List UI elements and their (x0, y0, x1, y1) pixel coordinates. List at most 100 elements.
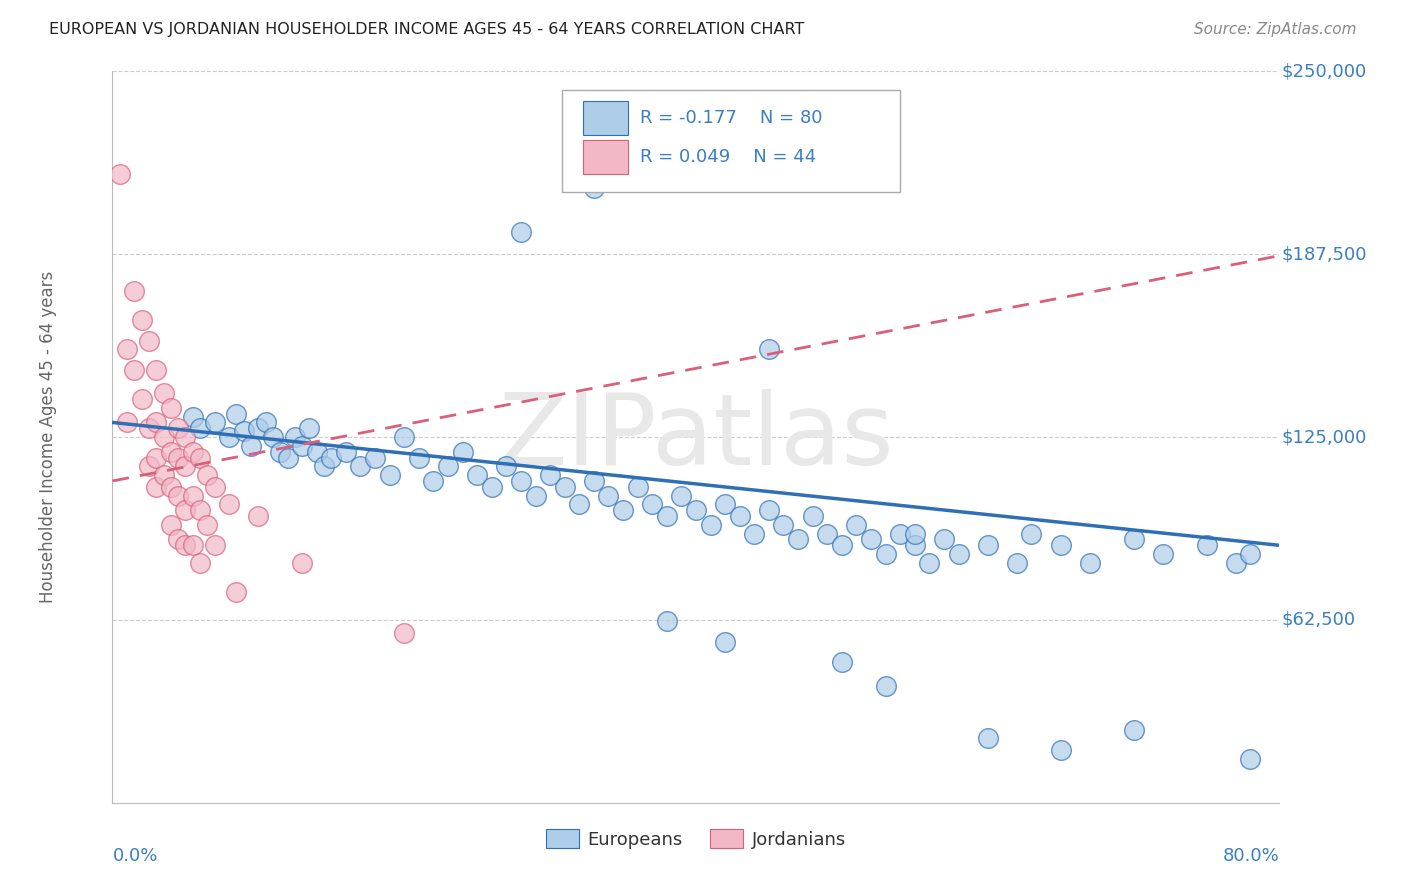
Point (160, 517, 183, 532)
Point (188, 450, 211, 465)
Point (845, 517, 868, 532)
Point (225, 407, 247, 421)
Point (394, 430, 416, 444)
Point (131, 313, 153, 327)
Point (627, 480, 650, 494)
Point (1049, 743, 1071, 757)
Point (758, 503, 780, 517)
Point (582, 474, 605, 488)
Point (699, 517, 721, 532)
Point (641, 497, 664, 511)
Point (714, 635, 737, 649)
Point (598, 489, 620, 503)
Point (240, 439, 263, 453)
Point (174, 503, 197, 517)
Point (124, 363, 146, 377)
Point (195, 468, 218, 483)
Point (904, 526, 927, 541)
Point (1049, 538, 1071, 552)
Text: Source: ZipAtlas.com: Source: ZipAtlas.com (1194, 22, 1357, 37)
Point (1195, 538, 1218, 552)
Point (554, 480, 576, 494)
Point (1239, 547, 1261, 561)
Point (269, 444, 291, 458)
Point (124, 284, 146, 298)
Point (152, 430, 174, 444)
Point (1078, 556, 1101, 570)
Text: 0.0%: 0.0% (112, 847, 157, 864)
Point (291, 556, 314, 570)
Point (976, 538, 998, 552)
Text: R = -0.177    N = 80: R = -0.177 N = 80 (640, 109, 823, 128)
Legend: Europeans, Jordanians: Europeans, Jordanians (538, 822, 853, 856)
Point (465, 468, 488, 483)
Point (167, 489, 190, 503)
Point (364, 450, 387, 465)
Point (138, 459, 160, 474)
Point (904, 538, 927, 552)
Point (495, 459, 517, 474)
Point (131, 392, 153, 406)
Point (1021, 526, 1043, 541)
Point (204, 538, 226, 552)
Point (831, 656, 853, 670)
Point (225, 585, 247, 599)
Point (394, 626, 416, 640)
Point (232, 424, 254, 438)
Point (167, 450, 190, 465)
Point (1239, 752, 1261, 766)
Text: EUROPEAN VS JORDANIAN HOUSEHOLDER INCOME AGES 45 - 64 YEARS CORRELATION CHART: EUROPEAN VS JORDANIAN HOUSEHOLDER INCOME… (49, 22, 804, 37)
Point (655, 615, 678, 629)
Point (758, 343, 780, 357)
Point (335, 444, 357, 458)
Text: $62,500: $62,500 (1282, 611, 1355, 629)
Point (772, 517, 794, 532)
Point (671, 489, 693, 503)
Point (174, 430, 197, 444)
Point (181, 444, 204, 458)
Point (188, 503, 211, 517)
Point (204, 416, 226, 430)
Point (247, 509, 270, 524)
Point (1005, 556, 1028, 570)
Point (815, 526, 838, 541)
Point (932, 533, 955, 547)
Point (160, 444, 183, 458)
Point (582, 181, 605, 195)
Point (312, 459, 335, 474)
Point (728, 509, 751, 524)
Point (174, 538, 197, 552)
FancyBboxPatch shape (582, 102, 628, 135)
Point (305, 444, 328, 458)
FancyBboxPatch shape (562, 90, 900, 192)
Point (538, 468, 561, 483)
Point (860, 533, 883, 547)
Point (167, 533, 190, 547)
Point (1152, 547, 1174, 561)
Point (284, 430, 307, 444)
Point (685, 503, 707, 517)
Text: $187,500: $187,500 (1282, 245, 1367, 263)
Point (568, 497, 591, 511)
Point (174, 459, 197, 474)
Point (422, 474, 444, 488)
Text: R = 0.049    N = 44: R = 0.049 N = 44 (640, 148, 817, 166)
Text: Householder Income Ages 45 - 64 years: Householder Income Ages 45 - 64 years (39, 271, 58, 603)
Point (524, 489, 547, 503)
Point (714, 497, 737, 511)
Point (918, 556, 941, 570)
Point (291, 439, 314, 453)
Point (976, 731, 998, 746)
Point (321, 450, 343, 465)
Point (145, 480, 167, 494)
Point (145, 416, 167, 430)
Point (188, 421, 211, 435)
Point (875, 679, 897, 693)
Point (298, 421, 321, 435)
FancyBboxPatch shape (582, 140, 628, 174)
Point (195, 517, 218, 532)
Point (108, 167, 131, 181)
Point (145, 450, 167, 465)
Point (787, 533, 810, 547)
Point (152, 386, 174, 401)
